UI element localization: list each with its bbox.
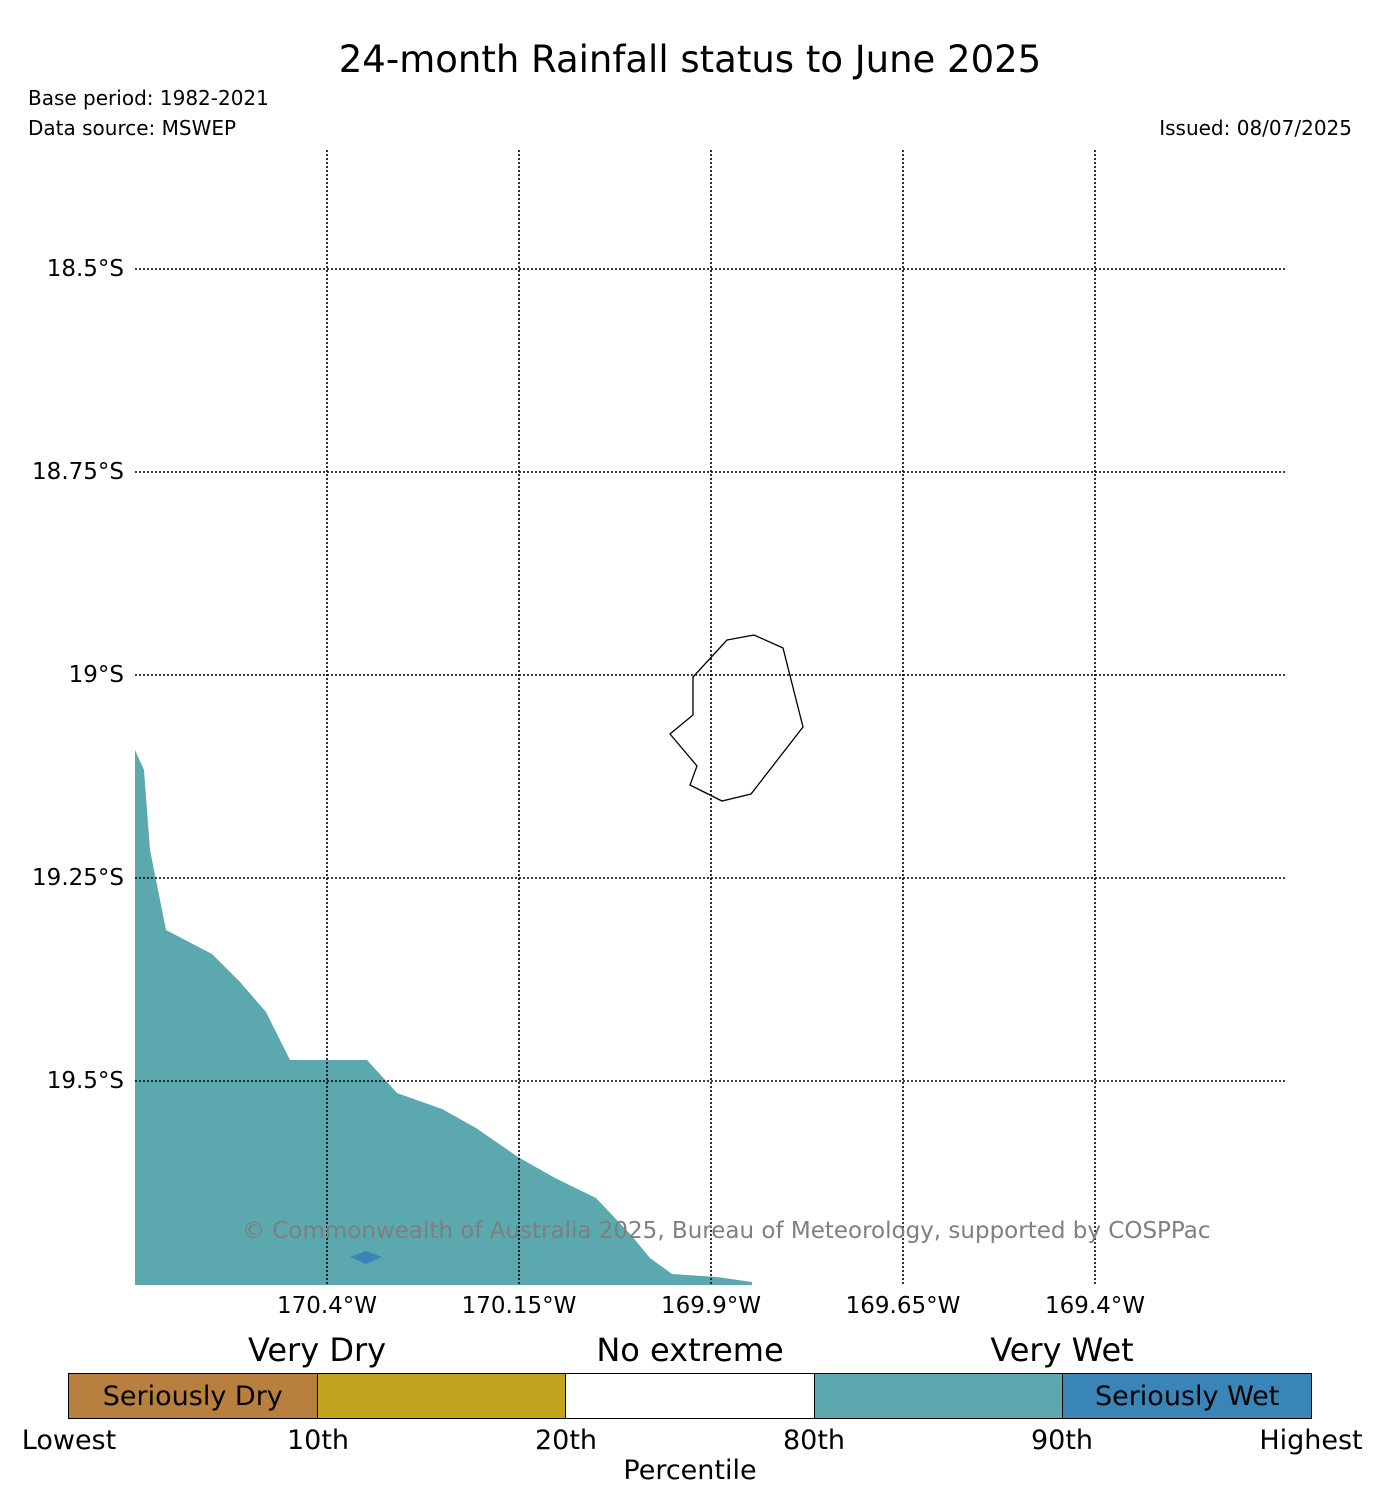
base-period-text: Base period: 1982-2021 bbox=[28, 86, 269, 110]
lon-label-169.9: 169.9°W bbox=[660, 1293, 762, 1319]
lon-label-169.4: 169.4°W bbox=[1044, 1293, 1146, 1319]
lat-label-19.25: 19.25°S bbox=[32, 865, 124, 891]
legend-tick-20th: 20th bbox=[534, 1425, 598, 1456]
legend-segment-seriously-wet: Seriously Wet bbox=[1063, 1374, 1311, 1418]
legend-segment-no-extreme bbox=[566, 1374, 815, 1418]
very-wet-region bbox=[135, 750, 752, 1285]
legend-category-no-extreme: No extreme bbox=[596, 1331, 784, 1369]
latitude-gridlines bbox=[135, 268, 1285, 1082]
lon-label-170.15: 170.15°W bbox=[461, 1293, 577, 1319]
legend-segment-seriously-dry: Seriously Dry bbox=[69, 1374, 318, 1418]
legend-tick-10th: 10th bbox=[286, 1425, 350, 1456]
legend-tick-90th: 90th bbox=[1030, 1425, 1094, 1456]
lat-label-19: 19°S bbox=[68, 662, 124, 688]
data-source-text: Data source: MSWEP bbox=[28, 116, 237, 140]
lon-label-169.65: 169.65°W bbox=[845, 1293, 961, 1319]
issued-date-text: Issued: 08/07/2025 bbox=[1159, 116, 1352, 140]
legend-category-very-wet: Very Wet bbox=[990, 1331, 1134, 1369]
lat-label-18.5: 18.5°S bbox=[46, 256, 124, 282]
lat-label-18.75: 18.75°S bbox=[32, 459, 124, 485]
legend-tick-highest: Highest bbox=[1259, 1425, 1363, 1456]
lat-label-19.5: 19.5°S bbox=[46, 1068, 124, 1094]
legend-segment-very-wet bbox=[814, 1374, 1064, 1418]
longitude-gridlines bbox=[326, 150, 1096, 1285]
lon-label-170.4: 170.4°W bbox=[276, 1293, 378, 1319]
copyright-notice: © Commonwealth of Australia 2025, Bureau… bbox=[242, 1218, 1211, 1244]
seriously-wet-patch bbox=[350, 1251, 382, 1264]
map-title: 24-month Rainfall status to June 2025 bbox=[338, 38, 1042, 81]
legend-tick-80th: 80th bbox=[782, 1425, 846, 1456]
legend-tick-lowest: Lowest bbox=[21, 1425, 117, 1456]
legend-colorbar: Seriously Dry Seriously Wet bbox=[68, 1373, 1312, 1419]
legend-category-very-dry: Very Dry bbox=[247, 1331, 387, 1369]
legend-axis-label: Percentile bbox=[623, 1455, 757, 1486]
island-outline bbox=[669, 634, 804, 802]
legend-segment-very-dry bbox=[317, 1374, 567, 1418]
